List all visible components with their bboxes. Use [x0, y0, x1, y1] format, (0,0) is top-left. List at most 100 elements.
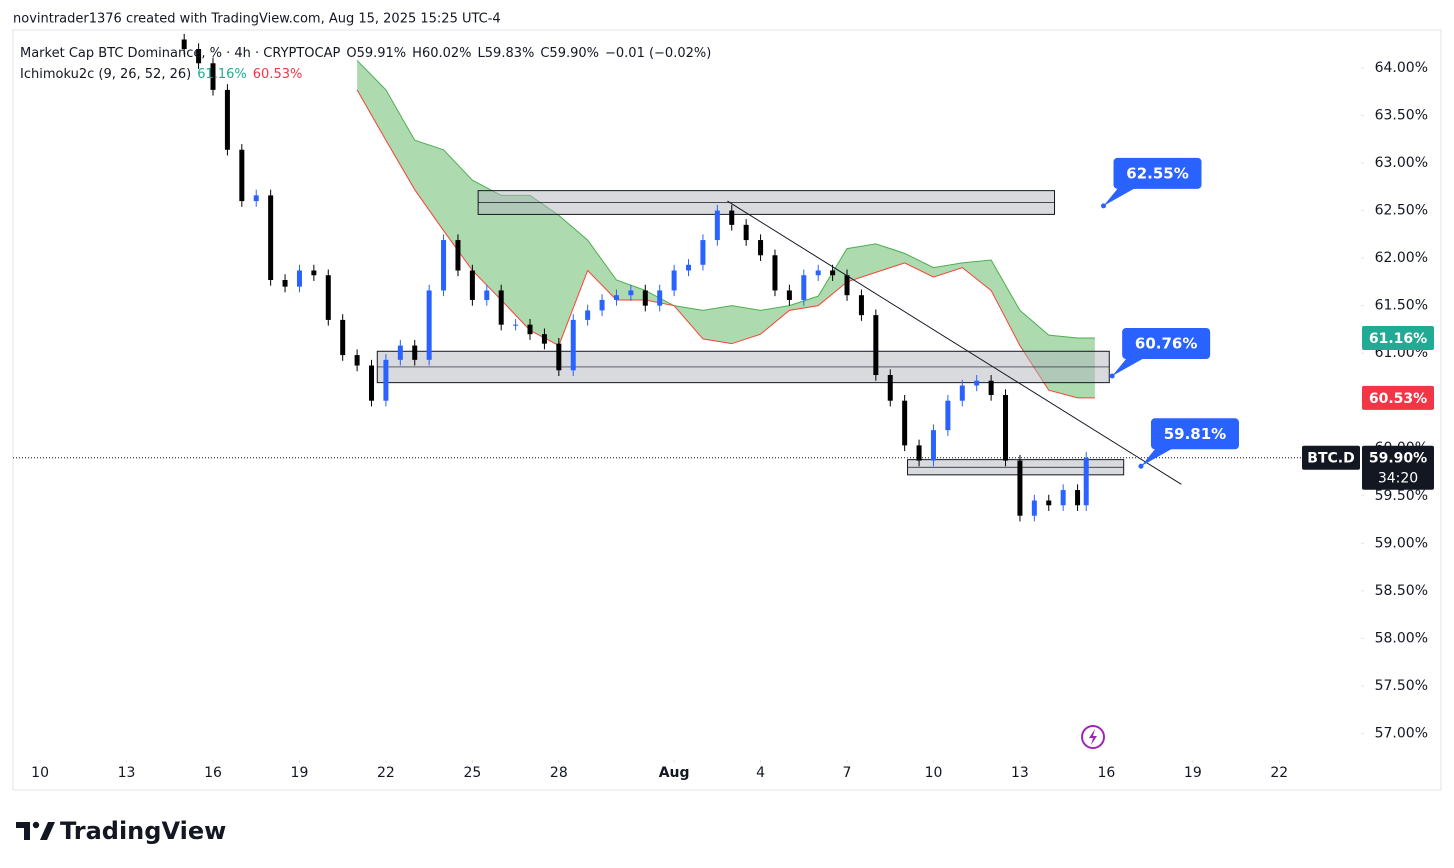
x-tick-label: 7 — [843, 765, 852, 781]
candle-body — [902, 400, 908, 446]
x-tick-label: 16 — [1097, 765, 1115, 781]
trendline — [727, 200, 1182, 485]
y-tick-label: 58.00% — [1375, 630, 1428, 646]
candle-body — [397, 345, 403, 360]
candle-body — [772, 255, 778, 291]
callout-box — [1150, 418, 1239, 450]
y-tick-label: 62.50% — [1375, 203, 1428, 219]
x-tick-label: 13 — [1011, 765, 1029, 781]
last-price-badge — [1362, 445, 1434, 490]
candle-body — [296, 270, 302, 287]
candle-body — [268, 195, 274, 280]
legend-title: Market Cap BTC Dominance, % · 4h · CRYPT… — [20, 46, 711, 61]
ohlc: O59.91% — [346, 46, 406, 61]
last-price-label: 59.90% — [1369, 451, 1427, 467]
alert-circle[interactable] — [1081, 725, 1105, 749]
candle-body — [498, 290, 504, 325]
candle-body — [1031, 500, 1037, 516]
candle-body — [239, 149, 245, 202]
candle-body — [887, 375, 893, 401]
candle-body — [700, 240, 706, 265]
plot: 57.00%57.50%58.00%58.50%59.00%59.50%60.0… — [13, 33, 1428, 781]
candle-body — [1046, 500, 1052, 506]
candle-body — [844, 275, 850, 296]
candle-body — [974, 380, 980, 386]
price-badge-label: 61.16% — [1369, 331, 1427, 347]
candle-body — [325, 275, 331, 320]
indicator-value: 61.16% — [197, 67, 247, 82]
ohlc: H60.02% — [412, 46, 471, 61]
change: −0.01 (−0.02%) — [605, 46, 711, 61]
candle-body — [513, 324, 519, 326]
candle-body — [311, 270, 317, 276]
candle-body — [369, 365, 375, 401]
candle-body — [354, 355, 360, 366]
candle-body — [383, 359, 389, 401]
span-b — [356, 89, 1095, 399]
candle-body — [1083, 457, 1089, 506]
alert-bolt[interactable] — [1089, 729, 1097, 745]
candle-body — [714, 210, 720, 241]
y-tick-label: 61.50% — [1375, 298, 1428, 314]
price-badge-label: 60.53% — [1369, 391, 1427, 407]
y-tick-label: 63.50% — [1375, 108, 1428, 124]
candle-body — [815, 270, 821, 276]
candle-body — [729, 210, 735, 225]
logo-mark — [40, 822, 55, 840]
candle-body — [758, 240, 764, 256]
candle-body — [959, 385, 965, 401]
candle-body — [642, 290, 648, 306]
price-badge — [1362, 325, 1434, 350]
ohlc: L59.83% — [478, 46, 535, 61]
x-tick-label: 28 — [550, 765, 568, 781]
candle-body — [786, 290, 792, 300]
candle-body — [686, 264, 692, 271]
indicator-legend: Ichimoku2c (9, 26, 52, 26) 61.16% 60.53% — [20, 67, 302, 82]
header: novintrader1376 created with TradingView… — [13, 12, 501, 27]
span-a — [356, 60, 1095, 339]
indicator-value: 60.53% — [253, 67, 303, 82]
candle-body — [988, 380, 994, 395]
footer-logo: TradingView — [16, 817, 226, 845]
candle-body — [873, 315, 879, 376]
candle-body — [224, 89, 230, 150]
x-tick-label: Aug — [659, 765, 690, 781]
callout-pointer — [1140, 444, 1173, 467]
candle-body — [541, 334, 547, 344]
x-tick-label: 4 — [756, 765, 765, 781]
y-tick-label: 59.00% — [1375, 535, 1428, 551]
candle-body — [1060, 490, 1066, 506]
overlay: 62.55% 60.76% 59.81% 61.16% 60.53% BTC.D 59.90… — [1101, 157, 1434, 490]
candle-body — [527, 324, 533, 335]
x-tick-label: 10 — [925, 765, 943, 781]
candle-body — [556, 343, 562, 371]
x-tick-label: 16 — [204, 765, 222, 781]
callout-label: 60.76% — [1135, 334, 1197, 352]
candle-body — [282, 279, 288, 287]
alert-icon[interactable] — [1081, 725, 1105, 749]
candle-body — [657, 290, 663, 306]
callout-point — [1101, 203, 1107, 209]
symbol-title: Market Cap BTC Dominance, % · 4h · CRYPT… — [20, 46, 341, 61]
x-tick-label: 13 — [118, 765, 136, 781]
candle-body — [916, 445, 922, 461]
candle-body — [196, 49, 202, 64]
x-tick-label: 22 — [377, 765, 395, 781]
candle-body — [801, 275, 807, 300]
callout-label: 59.81% — [1164, 425, 1226, 443]
candle-body — [484, 290, 490, 300]
callout-pointer — [1112, 353, 1145, 376]
x-tick-label: 19 — [1184, 765, 1202, 781]
candle-body — [340, 319, 346, 356]
y-tick-label: 63.00% — [1375, 155, 1428, 171]
callout-pointer — [1103, 183, 1136, 206]
callout-box — [1113, 157, 1202, 189]
candle-body — [426, 290, 432, 360]
x-tick-label: 19 — [291, 765, 309, 781]
candle-body — [469, 270, 475, 300]
y-tick-label: 62.00% — [1375, 250, 1428, 266]
callout-point — [1138, 463, 1144, 469]
candle-body — [1075, 490, 1081, 506]
candle-body — [253, 195, 259, 202]
